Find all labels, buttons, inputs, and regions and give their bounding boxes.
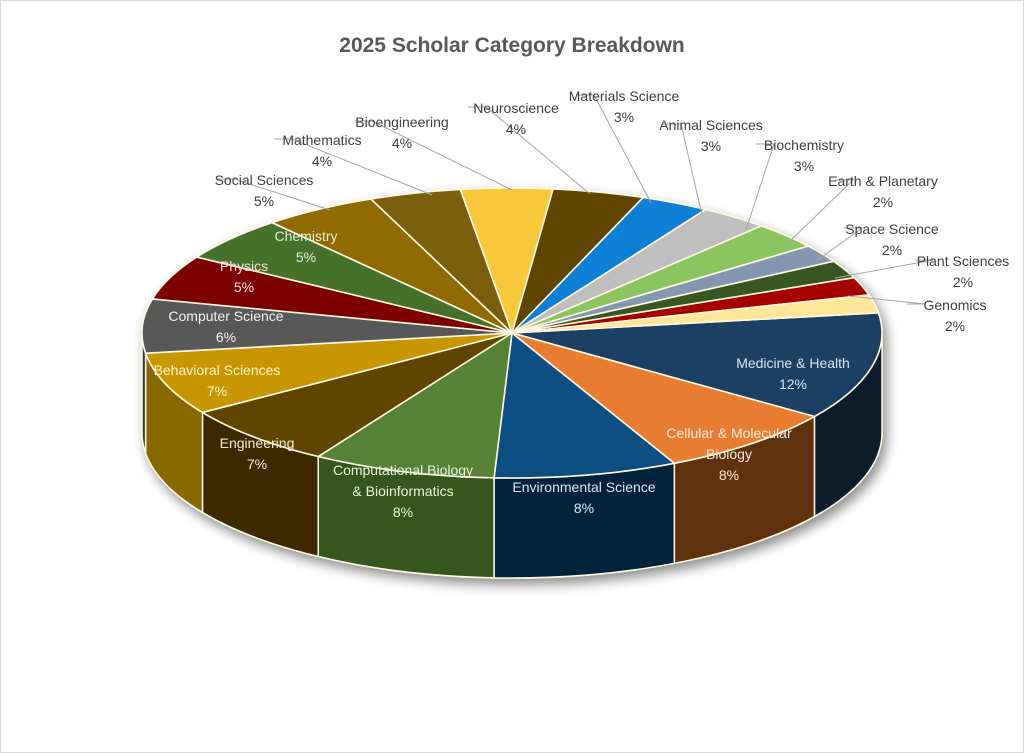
leader-line <box>576 94 652 204</box>
leader-line <box>663 123 703 216</box>
pie-slice-cellular-molecular-biology[interactable] <box>511 332 816 465</box>
data-label: Cellular & Molecular Biology 8% <box>666 425 792 483</box>
leader-line <box>216 178 331 211</box>
leader-line <box>468 106 591 195</box>
leader-line <box>274 138 433 196</box>
pie-slice-environmental-science[interactable] <box>493 332 676 479</box>
data-label: Computer Science 6% <box>168 308 283 345</box>
pie-slice-computational-biology-bioinformatics[interactable] <box>317 332 513 479</box>
data-label: Animal Sciences 3% <box>659 117 763 154</box>
leader-line <box>814 227 864 263</box>
data-label: Engineering 7% <box>220 435 295 472</box>
leader-line <box>834 259 934 279</box>
data-label: Neuroscience 4% <box>473 100 559 137</box>
data-label: Bioengineering 4% <box>355 114 448 151</box>
data-label: Genomics 2% <box>923 297 986 334</box>
data-label: Materials Science 3% <box>569 88 680 125</box>
data-label: Mathematics 4% <box>282 132 361 169</box>
data-label: Environmental Science 8% <box>512 479 655 516</box>
data-label: Biochemistry 3% <box>764 137 844 174</box>
data-label: Plant Sciences 2% <box>917 253 1010 290</box>
chart-title: 2025 Scholar Category Breakdown <box>339 34 685 57</box>
pie-slice-computer-science[interactable] <box>141 298 513 355</box>
pie-slice-medicine-health[interactable] <box>511 311 883 418</box>
data-label: Chemistry 5% <box>274 228 337 265</box>
pie-slice-genomics[interactable] <box>511 294 880 334</box>
leader-line <box>745 143 775 231</box>
data-label: Space Science 2% <box>845 221 939 258</box>
pie-slice-behavioral-sciences[interactable] <box>144 332 513 414</box>
data-label: Social Sciences 5% <box>215 172 314 209</box>
leader-line <box>784 179 855 247</box>
data-label: Computational Biology & Bioinformatics 8% <box>333 462 473 520</box>
data-label: Earth & Planetary 2% <box>828 173 938 210</box>
pie-slice-engineering[interactable] <box>201 332 513 458</box>
leader-line <box>847 295 926 305</box>
data-label: Physics 5% <box>220 258 268 295</box>
data-label: Behavioral Sciences 7% <box>154 362 281 399</box>
data-label: Medicine & Health 12% <box>736 355 850 392</box>
leader-line <box>354 120 513 191</box>
